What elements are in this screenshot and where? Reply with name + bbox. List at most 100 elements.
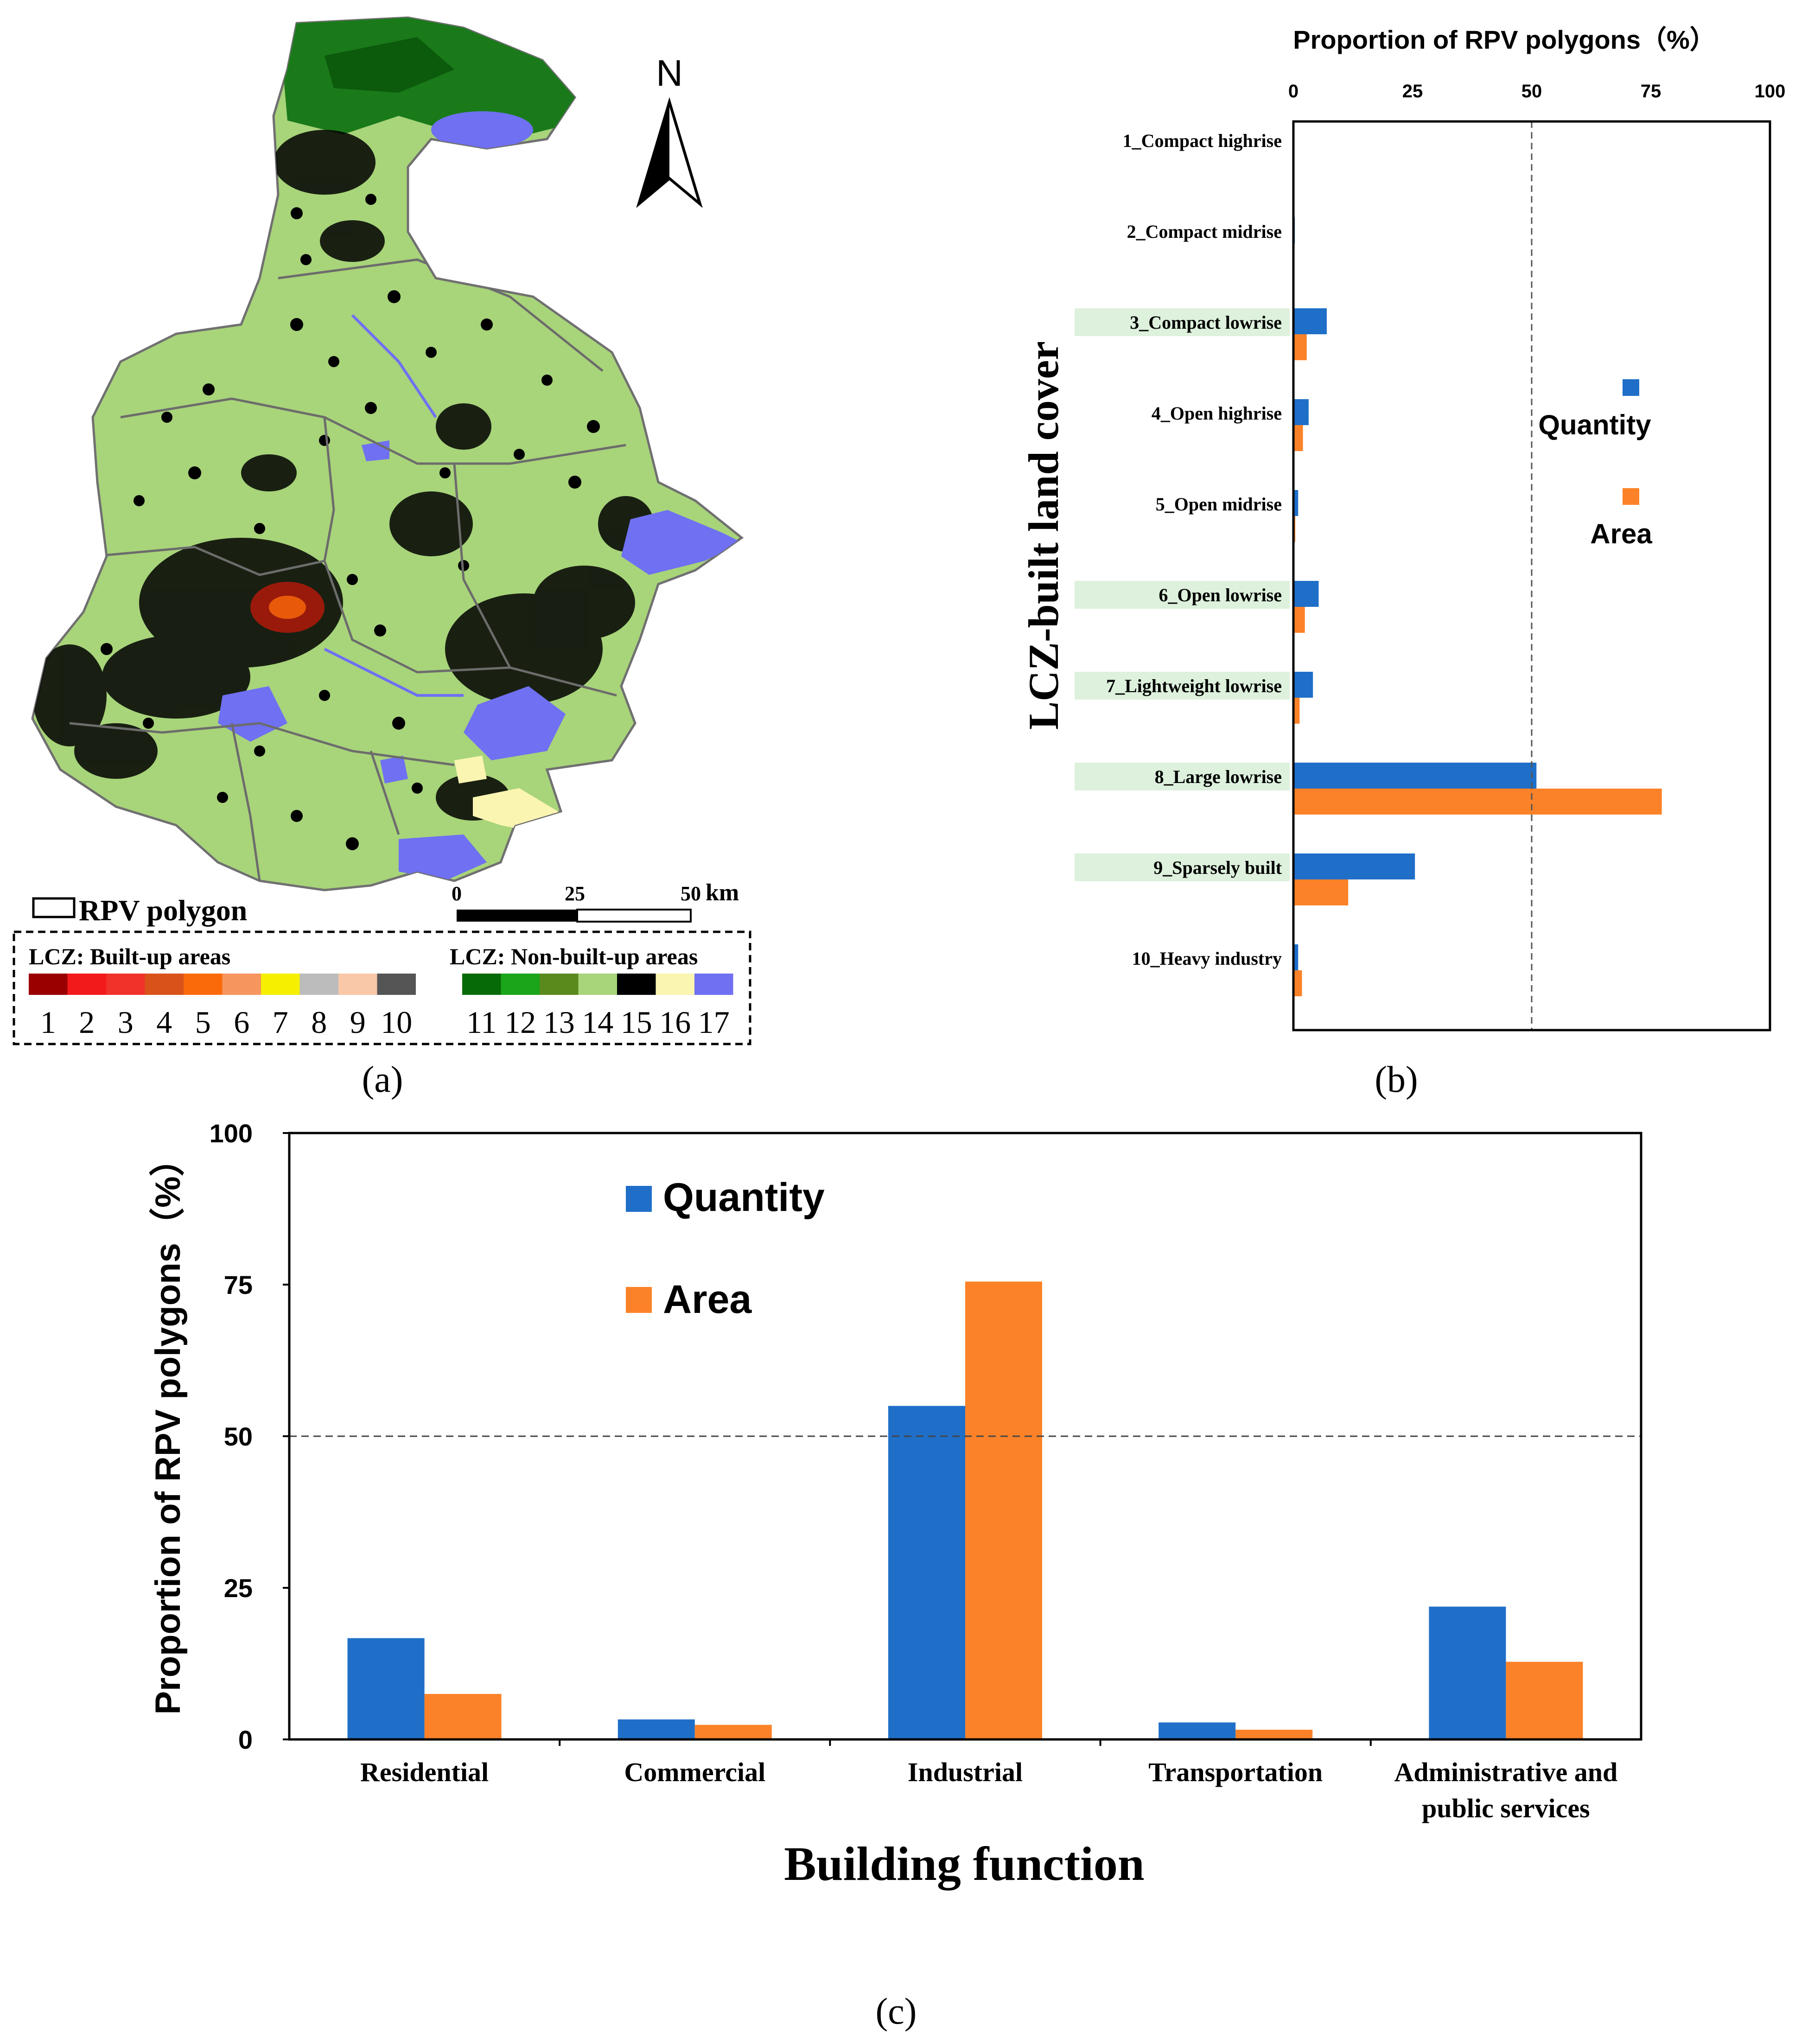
chart-c-y-tick-25: 25 — [224, 1573, 253, 1603]
chart-b-label-highlight-6-open-lowrise — [1075, 581, 1290, 609]
chart-c-category-label-commercial: Commercial — [624, 1757, 765, 1787]
lcz-number-17: 17 — [698, 1005, 730, 1040]
chart-b-ylabel: LCZ-built land cover — [1020, 341, 1067, 730]
lcz-number-16: 16 — [659, 1005, 691, 1040]
lcz-swatch-5 — [184, 974, 223, 995]
chart-c-bar-quantity-industrial — [888, 1406, 965, 1739]
lcz-swatch-13 — [540, 974, 579, 995]
chart-b-bar-area-7-lightweight-lowrise — [1293, 698, 1300, 724]
caption-c: (c) — [876, 1991, 917, 2032]
lcz-number-10: 10 — [381, 1005, 412, 1040]
rpv-polygon-legend: RPV polygon — [32, 894, 247, 927]
rpv-polygon-swatch — [32, 897, 76, 918]
chart-b-x-tick-0: 0 — [1288, 81, 1299, 102]
lcz-nonbuilt-title: LCZ: Non-built-up areas — [450, 943, 698, 969]
lcz-swatch-4 — [145, 974, 184, 995]
lcz-swatch-16 — [656, 974, 694, 995]
chart-c-category-label-residential: Residential — [360, 1757, 489, 1787]
lcz-swatch-17 — [694, 974, 733, 995]
chart-c-y-tick-50: 50 — [224, 1422, 253, 1451]
lcz-swatch-7 — [261, 974, 300, 995]
chart-b-legend-area-swatch — [1623, 488, 1639, 505]
chart-b-bar-area-4-open-highrise — [1293, 425, 1303, 451]
chart-c-y-tick-75: 75 — [224, 1270, 253, 1299]
chart-b-label-3-compact-lowrise: 3_Compact lowrise — [1130, 312, 1282, 333]
chart-c-bar-area-residential — [424, 1694, 502, 1739]
map-scatter-dots — [101, 194, 600, 850]
chart-c-y-tick-0: 0 — [238, 1725, 253, 1754]
lcz-number-7: 7 — [273, 1005, 288, 1040]
chart-b-legend: Quantity Area — [1538, 379, 1652, 549]
chart-b-x-tick-50: 50 — [1521, 81, 1542, 102]
lcz-legend: LCZ: Built-up areas LCZ: Non-built-up ar… — [13, 930, 751, 1045]
chart-c-bar-quantity-commercial — [617, 1719, 695, 1739]
lcz-swatch-3 — [106, 974, 145, 995]
chart-b-legend-quantity: Quantity — [1538, 409, 1651, 440]
chart-b-label-highlight-8-large-lowrise — [1075, 763, 1290, 790]
lcz-number-9: 9 — [350, 1005, 366, 1040]
chart-b-label-highlight-9-sparsely-built — [1075, 853, 1290, 881]
chart-b-plot-frame — [1292, 120, 1771, 1032]
chart-c-category-label-industrial: Industrial — [908, 1757, 1023, 1787]
chart-c-bar-area-transportation — [1235, 1730, 1313, 1739]
north-label: N — [656, 52, 683, 94]
lcz-number-5: 5 — [195, 1005, 211, 1040]
scale-tick-0: 0 — [452, 882, 462, 905]
lcz-swatch-1 — [29, 974, 68, 995]
chart-c-bar-quantity-administrative-and-public-services — [1429, 1606, 1506, 1739]
lcz-number-13: 13 — [543, 1005, 575, 1040]
lcz-swatches: 1 2 3 4 5 6 7 8 9 10 11 12 13 14 15 16 17 — [29, 974, 733, 1040]
chart-b-x-ticks: 0 25 50 75 100 — [1288, 81, 1786, 102]
lcz-number-8: 8 — [311, 1005, 327, 1040]
lcz-swatch-2 — [67, 974, 106, 995]
lcz-number-14: 14 — [582, 1005, 613, 1040]
chart-b-label-4-open-highrise: 4_Open highrise — [1152, 403, 1282, 424]
north-arrow: N — [636, 52, 703, 208]
scale-tick-25: 25 — [565, 882, 585, 905]
chart-c-bar-quantity-residential — [347, 1638, 425, 1739]
chart-c-y-tick-100: 100 — [210, 1119, 253, 1148]
lcz-number-4: 4 — [156, 1005, 172, 1040]
lcz-map — [31, 16, 744, 891]
chart-c: Proportion of RPV polygons（%） 0 25 50 75 100… — [148, 1119, 1642, 2032]
chart-c-plot-frame — [288, 1132, 1642, 1741]
chart-b-category-labels: 1_Compact highrise 2_Compact midrise 3_Com… — [1075, 130, 1290, 969]
chart-c-category-label-administrative-and-public-services-line-2: public services — [1422, 1793, 1590, 1823]
chart-b-bar-area-8-large-lowrise — [1293, 789, 1662, 815]
lcz-number-3: 3 — [118, 1005, 134, 1040]
chart-c-category-label-transportation: Transportation — [1148, 1757, 1323, 1787]
lcz-swatch-6 — [222, 974, 261, 995]
chart-b-legend-area: Area — [1590, 518, 1652, 549]
lcz-number-2: 2 — [79, 1005, 95, 1040]
chart-b-label-highlight-3-compact-lowrise — [1075, 308, 1290, 336]
chart-b-label-6-open-lowrise: 6_Open lowrise — [1158, 585, 1282, 605]
lcz-map-panel: N RPV polygon 0 25 50 km LCZ: Built-up a… — [13, 16, 751, 1100]
chart-b-bar-quantity-3-compact-lowrise — [1293, 308, 1327, 334]
lcz-swatch-15 — [617, 974, 656, 995]
chart-b-label-highlight-7-lightweight-lowrise — [1075, 672, 1290, 700]
chart-c-legend-quantity: Quantity — [663, 1175, 825, 1220]
chart-c-legend-area-swatch — [626, 1287, 652, 1313]
map-rivers — [324, 314, 464, 697]
chart-b-bar-area-3-compact-lowrise — [1293, 334, 1307, 360]
chart-c-ylabel: Proportion of RPV polygons（%） — [148, 1141, 188, 1714]
chart-c-category-labels: Residential Commercial Industrial Transport… — [360, 1739, 1617, 1823]
caption-a: (a) — [362, 1059, 403, 1100]
chart-b-bar-quantity-9-sparsely-built — [1293, 853, 1415, 879]
lcz-built-title: LCZ: Built-up areas — [29, 943, 230, 969]
chart-b-bar-area-10-heavy-industry — [1293, 970, 1302, 996]
chart-b-x-tick-100: 100 — [1755, 81, 1786, 102]
lcz-number-15: 15 — [621, 1005, 652, 1040]
chart-b-label-7-lightweight-lowrise: 7_Lightweight lowrise — [1106, 675, 1282, 696]
chart-c-legend-area: Area — [663, 1277, 752, 1322]
lcz-legend-frame — [13, 930, 751, 1045]
chart-c-legend: Quantity Area — [626, 1175, 825, 1322]
chart-b-bars — [1293, 127, 1662, 996]
chart-b-label-5-open-midrise: 5_Open midrise — [1156, 494, 1282, 515]
chart-b-label-8-large-lowrise: 8_Large lowrise — [1155, 766, 1282, 787]
chart-b-label-9-sparsely-built: 9_Sparsely built — [1153, 857, 1282, 878]
chart-b-legend-quantity-swatch — [1623, 379, 1639, 396]
chart-b-label-1-compact-highrise: 1_Compact highrise — [1123, 130, 1282, 151]
scale-tick-50: 50 — [681, 882, 701, 905]
chart-b-bar-quantity-6-open-lowrise — [1293, 581, 1319, 607]
